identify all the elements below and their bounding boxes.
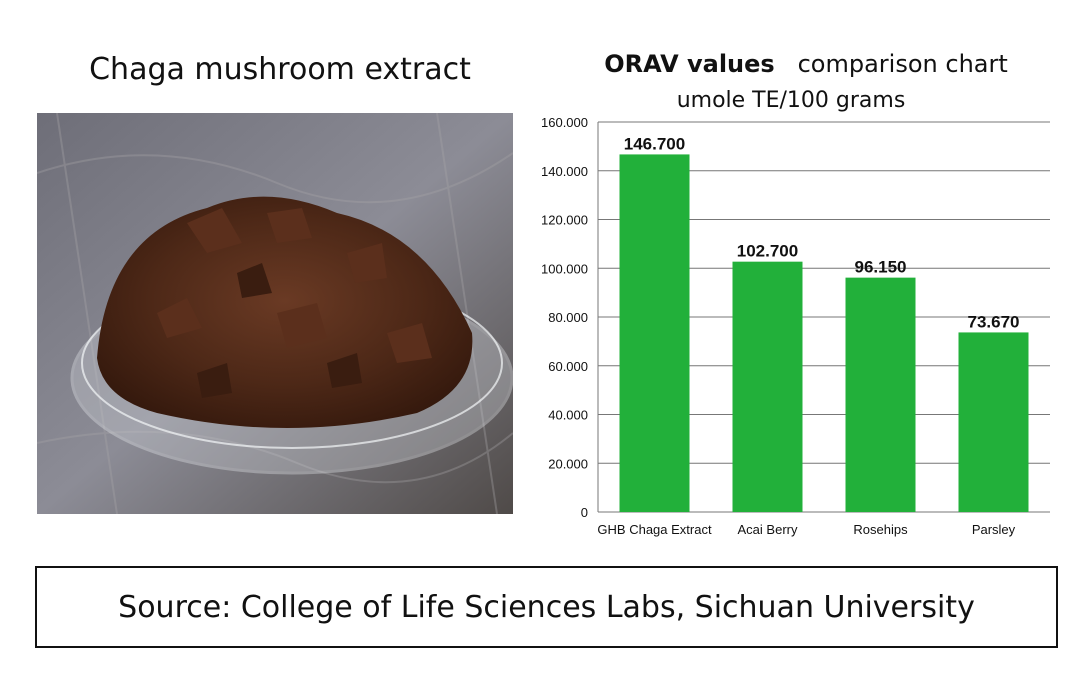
y-tick-label: 120.000 [541,213,588,228]
y-tick-label: 160.000 [541,115,588,130]
source-text: Source: College of Life Sciences Labs, S… [118,589,975,625]
bar [732,261,803,512]
chart-subtitle: umole TE/100 grams [676,88,906,113]
data-label: 102.700 [737,242,798,261]
y-tick-label: 100.000 [541,261,588,276]
y-tick-label: 40.000 [548,408,588,423]
y-tick-label: 0 [581,505,588,520]
bar [619,154,690,512]
chart-title-bold: ORAV values [604,50,775,78]
chaga-powder-photo [37,113,513,514]
x-tick-label: Acai Berry [738,522,798,537]
x-tick-label: Rosehips [853,522,908,537]
orav-bar-chart: 0 20.000 40.000 60.000 80.000 100.000 120.000 1… [541,115,1050,537]
x-tick-label: GHB Chaga Extract [597,522,712,537]
data-label: 73.670 [968,312,1020,331]
y-tick-label: 60.000 [548,359,588,374]
x-tick-label: Parsley [972,522,1016,537]
data-label: 96.150 [855,258,907,277]
photo-title: Chaga mushroom extract [89,52,471,87]
chart-title-rest: comparison chart [797,50,1008,78]
y-tick-label: 140.000 [541,164,588,179]
y-tick-label: 80.000 [548,310,588,325]
data-label: 146.700 [624,134,685,153]
bar [958,332,1029,512]
bar [845,277,916,512]
source-box: Source: College of Life Sciences Labs, S… [35,566,1058,648]
y-tick-label: 20.000 [548,456,588,471]
chart-title: ORAV values comparison chart [596,50,1016,78]
